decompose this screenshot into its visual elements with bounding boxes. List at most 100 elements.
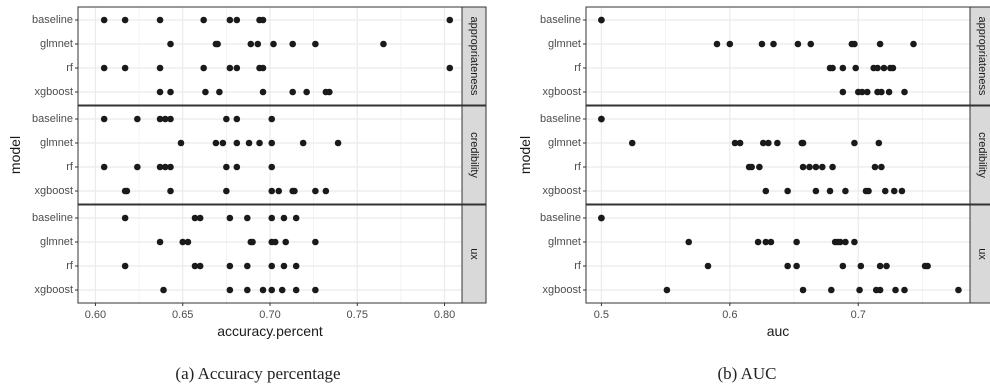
data-point-ux-xgboost: [856, 286, 863, 294]
y-tick-label-rf: rf: [574, 260, 582, 272]
data-point-ux-rf: [292, 262, 300, 270]
facet-label-credibility: credibility: [468, 132, 480, 178]
data-point-credibility-rf: [871, 163, 879, 171]
data-point-ux-glmnet: [156, 238, 164, 246]
data-point-appropriateness-rf: [446, 64, 454, 72]
data-point-appropriateness-baseline: [598, 16, 605, 24]
y-tick-label-glmnet: glmnet: [40, 236, 73, 248]
data-point-credibility-baseline: [268, 115, 276, 123]
data-point-ux-glmnet: [685, 238, 693, 246]
y-tick-label-rf: rf: [66, 62, 74, 74]
data-point-appropriateness-xgboost: [839, 88, 847, 96]
data-point-appropriateness-glmnet: [713, 40, 721, 48]
data-point-appropriateness-rf: [233, 64, 241, 72]
x-tick-label: 0.6: [722, 309, 737, 321]
panel-background: [586, 7, 970, 105]
data-point-credibility-xgboost: [826, 187, 834, 195]
data-point-credibility-rf: [167, 163, 174, 171]
data-point-ux-rf: [876, 262, 884, 270]
facet-label-ux: ux: [976, 248, 988, 260]
data-point-credibility-xgboost: [881, 187, 889, 195]
data-point-appropriateness-glmnet: [167, 40, 174, 48]
data-point-credibility-glmnet: [212, 139, 220, 147]
data-point-credibility-rf: [100, 163, 108, 171]
data-point-ux-xgboost: [876, 286, 884, 294]
data-point-appropriateness-baseline: [446, 16, 454, 24]
data-point-ux-baseline: [292, 214, 300, 222]
data-point-credibility-glmnet: [759, 139, 767, 147]
data-point-appropriateness-rf: [259, 64, 267, 72]
data-point-appropriateness-baseline: [226, 16, 234, 24]
data-point-appropriateness-xgboost: [863, 88, 871, 96]
y-tick-label-xgboost: xgboost: [542, 86, 581, 98]
y-tick-label-glmnet: glmnet: [548, 38, 581, 50]
data-point-ux-xgboost: [901, 286, 908, 294]
data-point-appropriateness-glmnet: [289, 40, 296, 48]
data-point-ux-glmnet: [767, 238, 775, 246]
data-point-credibility-xgboost: [784, 187, 791, 195]
data-point-appropriateness-glmnet: [214, 40, 221, 48]
data-point-ux-rf: [839, 262, 847, 270]
x-tick-label: 0.65: [172, 309, 193, 321]
x-tick-label: 0.5: [594, 309, 609, 321]
y-tick-label-xgboost: xgboost: [34, 185, 73, 197]
data-point-ux-glmnet: [836, 238, 844, 246]
facet-strip: [461, 6, 487, 106]
data-point-appropriateness-glmnet: [758, 40, 766, 48]
data-point-credibility-glmnet: [219, 139, 227, 147]
data-point-credibility-rf: [812, 163, 820, 171]
data-point-ux-glmnet: [249, 238, 256, 246]
data-point-appropriateness-xgboost: [202, 88, 209, 96]
data-point-credibility-glmnet: [268, 139, 276, 147]
data-point-ux-xgboost: [278, 286, 286, 294]
data-point-appropriateness-baseline: [259, 16, 267, 24]
data-point-credibility-rf: [819, 163, 826, 171]
data-point-appropriateness-glmnet: [910, 40, 917, 48]
data-point-appropriateness-baseline: [100, 16, 108, 24]
data-point-appropriateness-glmnet: [770, 40, 777, 48]
data-point-credibility-xgboost: [291, 187, 298, 195]
data-point-credibility-xgboost: [842, 187, 849, 195]
data-point-credibility-rf: [161, 163, 169, 171]
data-point-ux-rf: [883, 262, 890, 270]
caption-a: (a) Accuracy percentage: [175, 364, 341, 383]
data-point-ux-glmnet: [842, 238, 849, 246]
data-point-ux-xgboost: [663, 286, 671, 294]
y-tick-label-rf: rf: [66, 161, 74, 173]
data-point-credibility-xgboost: [898, 187, 906, 195]
data-point-ux-xgboost: [312, 286, 319, 294]
data-point-appropriateness-glmnet: [270, 40, 277, 48]
y-tick-label-baseline: baseline: [32, 14, 73, 26]
y-tick-label-baseline: baseline: [540, 113, 581, 125]
data-point-ux-rf: [857, 262, 865, 270]
data-point-credibility-baseline: [223, 115, 230, 123]
data-point-ux-baseline: [280, 214, 288, 222]
data-point-credibility-glmnet: [731, 139, 739, 147]
data-point-credibility-xgboost: [865, 187, 872, 195]
data-point-appropriateness-glmnet: [312, 40, 319, 48]
data-point-credibility-rf: [829, 163, 836, 171]
data-point-appropriateness-rf: [880, 64, 888, 72]
data-point-credibility-glmnet: [233, 139, 241, 147]
data-point-appropriateness-rf: [226, 64, 234, 72]
data-point-credibility-xgboost: [268, 187, 276, 195]
y-tick-label-glmnet: glmnet: [40, 38, 73, 50]
data-point-appropriateness-glmnet: [247, 40, 255, 48]
data-point-credibility-baseline: [233, 115, 241, 123]
data-point-appropriateness-xgboost: [901, 88, 908, 96]
y-tick-label-baseline: baseline: [540, 14, 581, 26]
data-point-ux-xgboost: [799, 286, 807, 294]
y-tick-label-baseline: baseline: [32, 113, 73, 125]
data-point-ux-xgboost: [268, 286, 276, 294]
y-tick-label-xgboost: xgboost: [542, 185, 581, 197]
facet-strip: [969, 6, 990, 106]
data-point-appropriateness-xgboost: [289, 88, 296, 96]
data-point-ux-glmnet: [184, 238, 192, 246]
y-tick-label-glmnet: glmnet: [548, 236, 581, 248]
data-point-appropriateness-rf: [874, 64, 881, 72]
x-tick-label: 0.75: [347, 309, 368, 321]
y-tick-label-rf: rf: [574, 161, 582, 173]
data-point-credibility-xgboost: [123, 187, 131, 195]
data-point-credibility-baseline: [167, 115, 174, 123]
